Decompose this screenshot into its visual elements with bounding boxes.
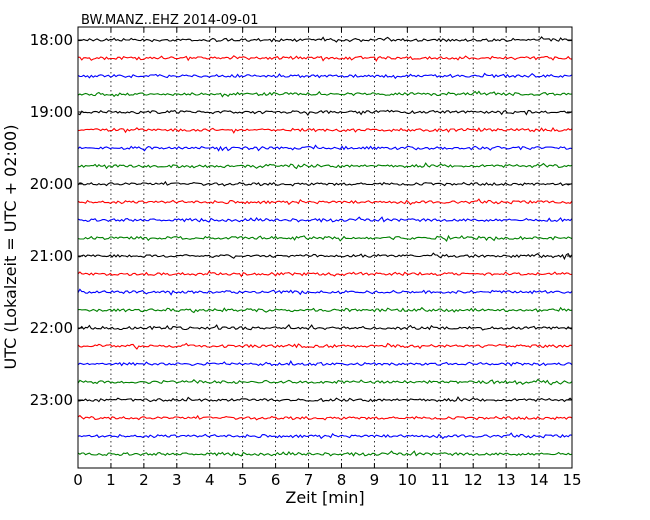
trace-line xyxy=(77,306,573,314)
x-tick-label: 1 xyxy=(106,471,116,489)
x-tick-label: 7 xyxy=(304,471,314,489)
x-tick-label: 4 xyxy=(205,471,215,489)
x-tick-label: 9 xyxy=(370,471,380,489)
y-tick-label: 21:00 xyxy=(30,247,73,265)
x-tick-label: 0 xyxy=(73,471,83,489)
trace-line xyxy=(77,144,573,152)
y-tick-label: 22:00 xyxy=(30,319,73,337)
x-tick-label: 11 xyxy=(431,471,450,489)
trace-line xyxy=(77,252,573,261)
trace-line xyxy=(77,234,573,243)
x-tick-label: 5 xyxy=(238,471,248,489)
trace-line xyxy=(77,72,573,80)
trace-lines xyxy=(77,36,573,457)
y-tick-label: 19:00 xyxy=(30,103,73,121)
plot-area xyxy=(78,27,572,468)
trace-line xyxy=(78,162,573,170)
trace-line xyxy=(77,324,573,331)
y-tick-label: 18:00 xyxy=(30,31,73,49)
x-tick-label: 8 xyxy=(337,471,347,489)
x-tick-label: 12 xyxy=(464,471,483,489)
y-axis-title: UTC (Lokalzeit = UTC + 02:00) xyxy=(1,125,20,370)
trace-line xyxy=(77,90,573,98)
trace-line xyxy=(77,414,573,421)
chart-title: BW.MANZ..EHZ 2014-09-01 xyxy=(81,13,259,28)
x-tick-label: 15 xyxy=(562,471,581,489)
y-tick-label: 20:00 xyxy=(30,175,73,193)
x-tick-label: 6 xyxy=(271,471,281,489)
plot-frame xyxy=(77,26,573,469)
grid-lines xyxy=(110,27,540,468)
axis-ticks: 0 1 2 3 4 5 6 7 8 9 10 11 12 13 14 1518:0019:0020:0021:… xyxy=(30,27,582,489)
x-tick-label: 14 xyxy=(530,471,549,489)
trace-line xyxy=(77,126,573,134)
y-tick-label: 23:00 xyxy=(30,391,73,409)
trace-line xyxy=(77,360,573,367)
x-tick-label: 2 xyxy=(139,471,149,489)
x-tick-label: 13 xyxy=(497,471,516,489)
trace-line xyxy=(77,450,573,457)
trace-line xyxy=(77,180,573,187)
trace-line xyxy=(77,378,573,386)
x-axis-title: Zeit [min] xyxy=(285,488,364,507)
trace-line xyxy=(77,55,573,63)
trace-line xyxy=(77,36,573,43)
x-tick-label: 3 xyxy=(172,471,182,489)
trace-line xyxy=(77,216,573,223)
trace-line xyxy=(77,396,573,403)
x-tick-label: 10 xyxy=(398,471,417,489)
trace-line xyxy=(77,198,573,206)
trace-line xyxy=(77,270,573,278)
trace-line xyxy=(77,342,573,350)
trace-line xyxy=(77,109,573,117)
trace-line xyxy=(77,288,573,296)
trace-line xyxy=(77,432,573,440)
